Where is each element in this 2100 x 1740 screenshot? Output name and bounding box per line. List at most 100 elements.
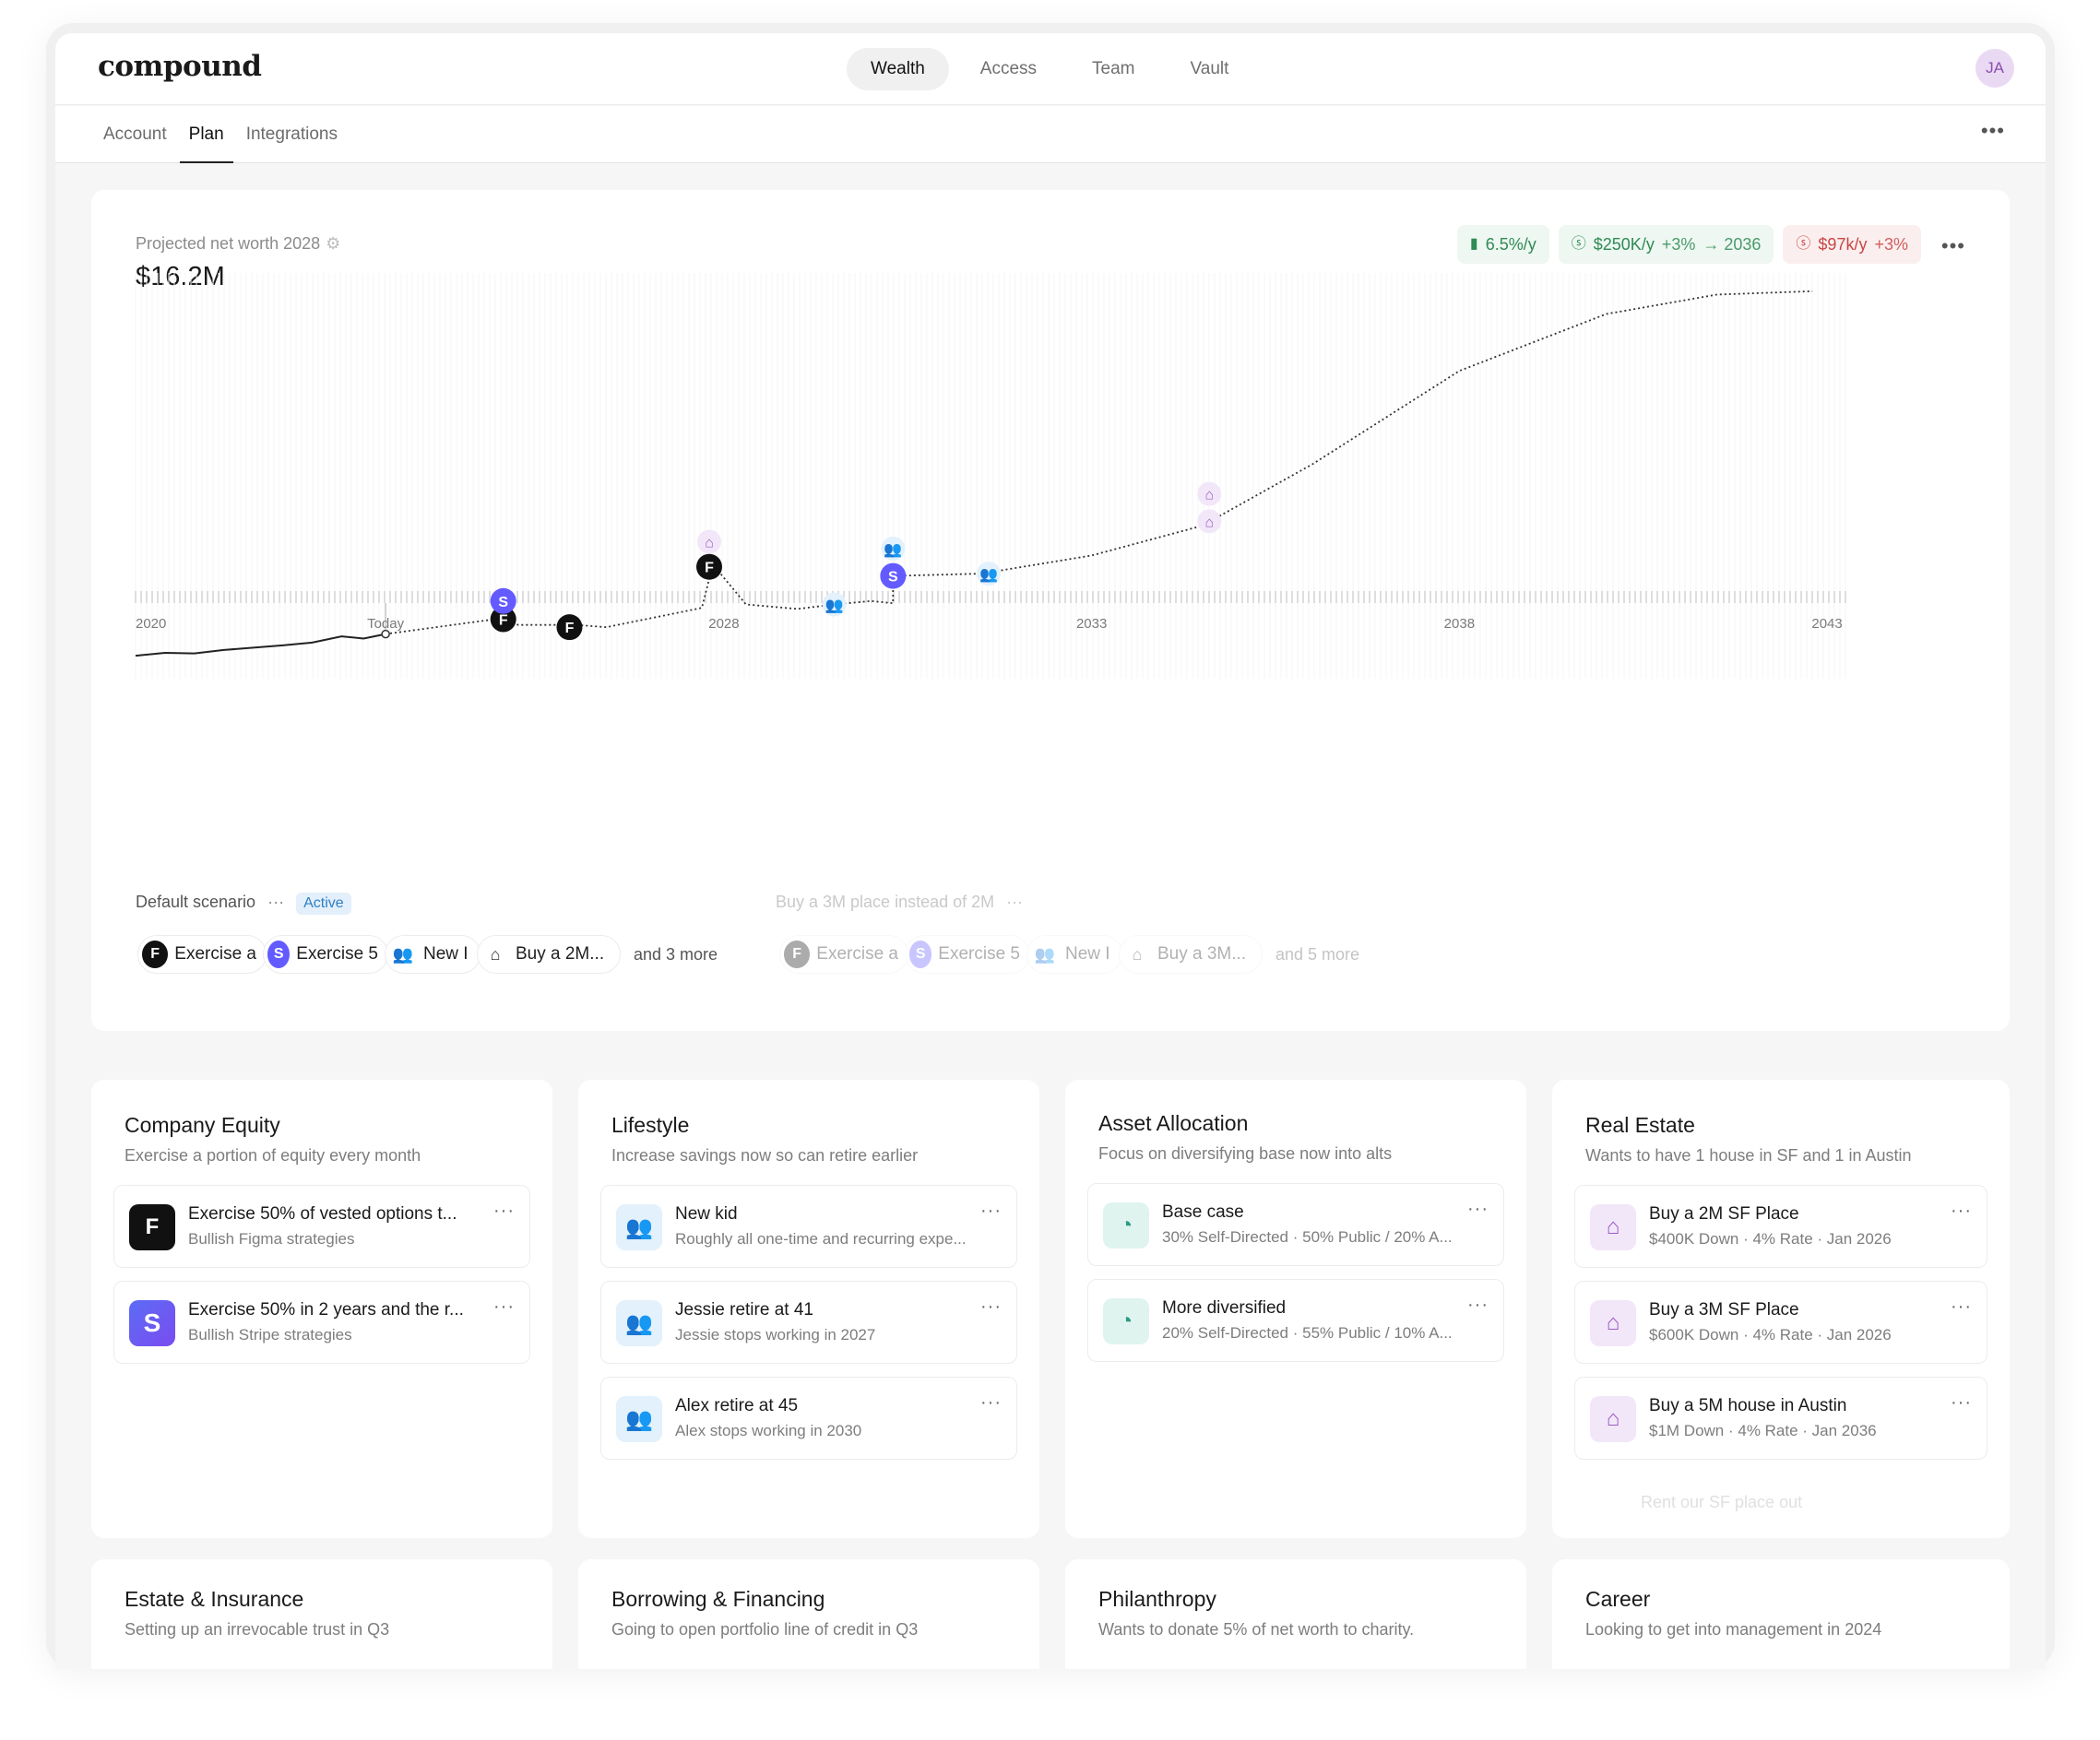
x-tick-label: 2038 bbox=[1444, 616, 1475, 632]
card-asset-allocation: Asset Allocation Focus on diversifying b… bbox=[1065, 1080, 1526, 1538]
projection-card: Projected net worth 2028 ⚙ $16.2M ▮ 6.5%/… bbox=[91, 190, 2010, 1031]
item-options-icon[interactable]: ··· bbox=[980, 1201, 1002, 1221]
list-item[interactable]: ⌂ Buy a 2M SF Place $400K Down · 4% Rate… bbox=[1574, 1185, 1987, 1268]
status-badge: Active bbox=[296, 893, 351, 915]
dollar-cycle-icon: ⓢ bbox=[1796, 236, 1811, 252]
home-icon bbox=[1197, 481, 1222, 506]
event-label: Exercise a bbox=[816, 944, 898, 964]
item-sub: $1M Down · 4% Rate · Jan 2036 bbox=[1649, 1422, 1877, 1439]
item-sub: Bullish Figma strategies bbox=[188, 1230, 355, 1248]
item-title: Exercise 50% of vested options t... bbox=[188, 1204, 457, 1224]
card-title: Company Equity bbox=[125, 1113, 280, 1137]
more-events-link[interactable]: and 5 more bbox=[1275, 944, 1360, 964]
expense-value: $97k/y bbox=[1818, 235, 1868, 254]
income-value: $250K/y bbox=[1593, 235, 1655, 254]
nav-access[interactable]: Access bbox=[979, 59, 1038, 78]
more-events-link[interactable]: and 3 more bbox=[634, 944, 718, 964]
card-company-equity: Company Equity Exercise a portion of equ… bbox=[91, 1080, 552, 1538]
nav-wealth[interactable]: Wealth bbox=[847, 48, 949, 90]
list-item[interactable]: ◔ More diversified 20% Self-Directed · 5… bbox=[1087, 1279, 1504, 1362]
item-title: Buy a 5M house in Austin bbox=[1649, 1396, 1847, 1415]
event-pill[interactable]: F Exercise a bbox=[779, 935, 908, 974]
card-philanthropy: Philanthropy Wants to donate 5% of net w… bbox=[1065, 1559, 1526, 1669]
event-pill[interactable]: ⌂ Buy a 3M... bbox=[1119, 935, 1263, 974]
gear-icon[interactable]: ⚙ bbox=[326, 234, 341, 253]
item-sub: Alex stops working in 2030 bbox=[675, 1422, 862, 1439]
item-options-icon[interactable]: ··· bbox=[493, 1296, 515, 1317]
top-bar: compound Wealth Access Team Vault JA bbox=[55, 33, 2046, 105]
people-icon bbox=[881, 536, 906, 561]
card-desc: Setting up an irrevocable trust in Q3 bbox=[125, 1620, 390, 1639]
chart-options-icon[interactable]: ••• bbox=[1940, 234, 1965, 257]
home-icon: ⌂ bbox=[490, 944, 501, 964]
default-scenario-header[interactable]: Default scenario ··· Active bbox=[136, 893, 351, 915]
figma-icon: F bbox=[784, 941, 811, 968]
income-chip[interactable]: ⓢ $250K/y +3% → 2036 bbox=[1558, 225, 1774, 264]
alt-scenario-header[interactable]: Buy a 3M place instead of 2M ··· bbox=[776, 893, 1023, 912]
home-icon: ⌂ bbox=[1590, 1204, 1636, 1250]
home-icon: ⌂ bbox=[1590, 1300, 1636, 1346]
event-pill[interactable]: S Exercise 5 bbox=[263, 935, 388, 974]
list-item[interactable]: 👥 New kid Roughly all one-time and recur… bbox=[600, 1185, 1017, 1268]
more-options-icon[interactable]: ••• bbox=[1980, 119, 2005, 142]
event-pill[interactable]: 👥 New I bbox=[385, 935, 481, 974]
item-options-icon[interactable]: ··· bbox=[980, 1296, 1002, 1317]
faded-list-item: Rent our SF place out bbox=[1641, 1493, 1803, 1511]
item-options-icon[interactable]: ··· bbox=[493, 1201, 515, 1221]
scenario-options-icon[interactable]: ··· bbox=[267, 893, 285, 911]
growth-rate-chip[interactable]: ▮ 6.5%/y bbox=[1456, 225, 1549, 264]
stripe-icon-glyph: S bbox=[888, 570, 898, 586]
item-options-icon[interactable]: ··· bbox=[980, 1392, 1002, 1413]
list-item[interactable]: 👥 Jessie retire at 41 Jessie stops worki… bbox=[600, 1281, 1017, 1364]
alt-scenario-events: F Exercise a S Exercise 5 👥 New I ⌂ Buy a 3M… bbox=[779, 935, 1359, 974]
home-icon: ⌂ bbox=[1132, 944, 1143, 964]
item-sub: Bullish Stripe strategies bbox=[188, 1326, 352, 1343]
card-desc: Focus on diversifying base now into alts bbox=[1098, 1144, 1393, 1163]
event-label: Buy a 2M... bbox=[516, 944, 605, 964]
figma-icon bbox=[695, 553, 722, 580]
people-icon: 👥 bbox=[1034, 944, 1056, 964]
card-desc: Looking to get into management in 2024 bbox=[1585, 1620, 1882, 1639]
projected-series-line bbox=[385, 290, 1813, 635]
list-item[interactable]: ◔ Base case 30% Self-Directed · 50% Publ… bbox=[1087, 1183, 1504, 1266]
list-item[interactable]: 👥 Alex retire at 45 Alex stops working i… bbox=[600, 1377, 1017, 1460]
card-estate-insurance: Estate & Insurance Setting up an irrevoc… bbox=[91, 1559, 552, 1669]
expense-chip[interactable]: ⓢ $97k/y +3% bbox=[1783, 225, 1921, 264]
card-desc: Going to open portfolio line of credit i… bbox=[611, 1620, 919, 1639]
assumption-chips: ▮ 6.5%/y ⓢ $250K/y +3% → 2036 ⓢ $97k/y +… bbox=[1456, 225, 1921, 264]
stripe-icon bbox=[490, 587, 516, 614]
main-nav: Wealth Access Team Vault bbox=[847, 48, 1252, 90]
people-icon: 👥 bbox=[616, 1396, 662, 1442]
event-pill[interactable]: 👥 New I bbox=[1026, 935, 1122, 974]
tab-account[interactable]: Account bbox=[103, 124, 167, 144]
card-title: Asset Allocation bbox=[1098, 1111, 1249, 1135]
card-desc: Exercise a portion of equity every month bbox=[125, 1146, 421, 1165]
list-item[interactable]: S Exercise 50% in 2 years and the r... B… bbox=[113, 1281, 530, 1364]
tab-plan[interactable]: Plan bbox=[179, 106, 233, 163]
item-title: Buy a 2M SF Place bbox=[1649, 1204, 1799, 1224]
item-options-icon[interactable]: ··· bbox=[1467, 1199, 1489, 1219]
scenario-options-icon[interactable]: ··· bbox=[1006, 893, 1024, 911]
list-item[interactable]: ⌂ Buy a 3M SF Place $600K Down · 4% Rate… bbox=[1574, 1281, 1987, 1364]
home-icon bbox=[696, 529, 721, 554]
avatar[interactable]: JA bbox=[1975, 49, 2014, 88]
event-pill[interactable]: F Exercise a bbox=[137, 935, 267, 974]
event-pill[interactable]: S Exercise 5 bbox=[905, 935, 1030, 974]
item-options-icon[interactable]: ··· bbox=[1951, 1296, 1972, 1317]
list-item[interactable]: F Exercise 50% of vested options t... Bu… bbox=[113, 1185, 530, 1268]
item-options-icon[interactable]: ··· bbox=[1951, 1392, 1972, 1413]
event-pill[interactable]: ⌂ Buy a 2M... bbox=[477, 935, 621, 974]
tab-integrations[interactable]: Integrations bbox=[245, 124, 338, 144]
nav-team[interactable]: Team bbox=[1092, 59, 1135, 78]
item-title: More diversified bbox=[1162, 1298, 1287, 1318]
event-label: New I bbox=[1065, 944, 1110, 964]
nav-vault[interactable]: Vault bbox=[1190, 59, 1229, 78]
stripe-icon: S bbox=[129, 1300, 175, 1346]
card-desc: Wants to donate 5% of net worth to chari… bbox=[1098, 1620, 1415, 1639]
list-item[interactable]: ⌂ Buy a 5M house in Austin $1M Down · 4%… bbox=[1574, 1377, 1987, 1460]
home-icon bbox=[1197, 509, 1222, 534]
item-options-icon[interactable]: ··· bbox=[1467, 1295, 1489, 1315]
app-logo[interactable]: compound bbox=[98, 50, 262, 83]
item-options-icon[interactable]: ··· bbox=[1951, 1201, 1972, 1221]
